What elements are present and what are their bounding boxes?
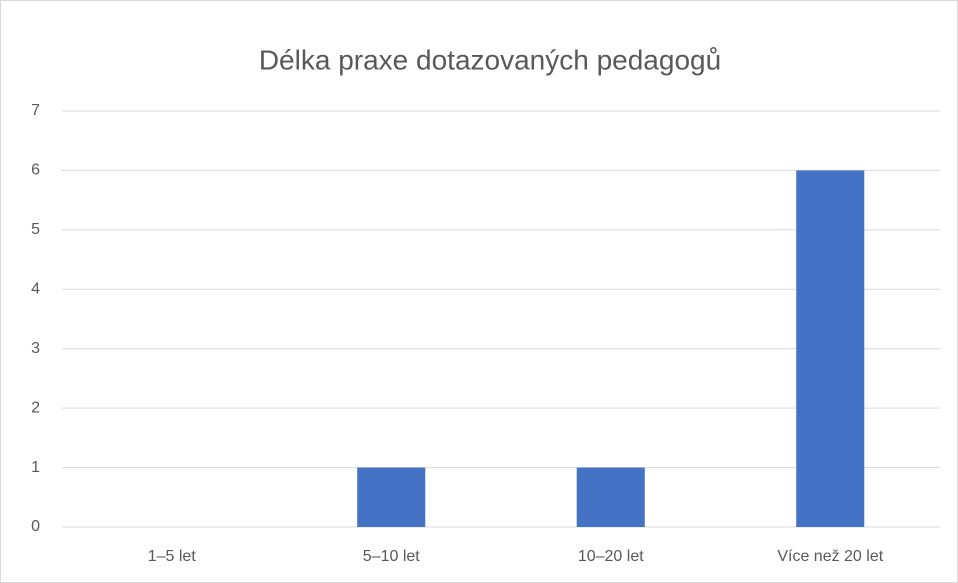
y-tick-label: 5	[31, 221, 40, 238]
y-tick-label: 0	[31, 518, 40, 535]
y-tick-label: 4	[31, 281, 40, 298]
bar	[576, 467, 645, 527]
chart-title: Délka praxe dotazovaných pedagogů	[259, 44, 721, 75]
y-tick-label: 3	[31, 340, 40, 357]
bar	[796, 170, 865, 527]
y-tick-label: 2	[31, 399, 40, 416]
y-tick-label: 1	[31, 459, 40, 476]
x-tick-label: Více než 20 let	[777, 548, 883, 565]
x-tick-label: 1–5 let	[148, 548, 197, 565]
x-tick-label: 5–10 let	[363, 548, 420, 565]
bar	[357, 467, 426, 527]
x-tick-label: 10–20 let	[578, 548, 644, 565]
y-tick-label: 6	[31, 162, 40, 179]
y-tick-label: 7	[31, 102, 40, 119]
